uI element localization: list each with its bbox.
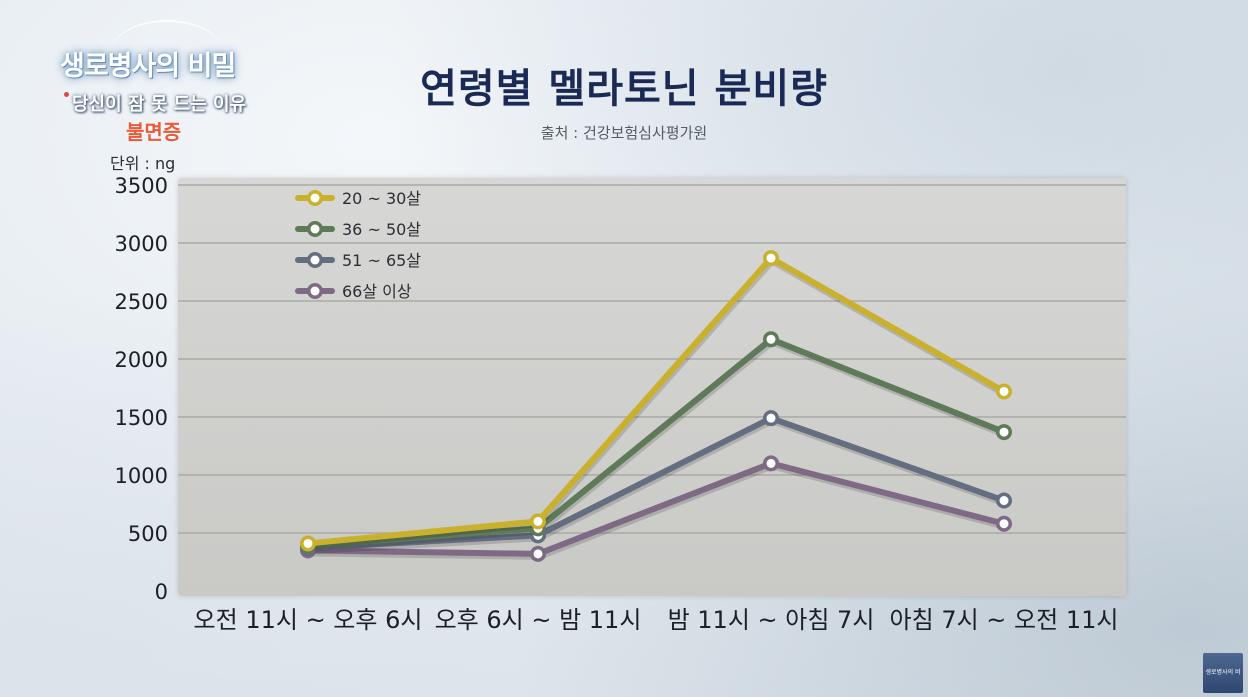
series-shadow <box>308 337 1007 552</box>
y-tick-label: 0 <box>155 580 168 604</box>
data-point-center <box>766 334 776 344</box>
legend-label: 66살 이상 <box>342 282 412 301</box>
data-point-center <box>766 458 776 468</box>
series-line <box>305 255 1007 547</box>
logo-title: 생로병사의 비밀 <box>60 51 236 82</box>
data-point-center <box>999 519 1009 529</box>
y-tick-label: 2500 <box>115 290 168 314</box>
logo-tag: 불면증 <box>126 120 182 144</box>
legend-label: 20 ~ 30살 <box>342 189 421 208</box>
x-tick-label: 밤 11시 ~ 아침 7시 <box>668 606 875 634</box>
x-tick-label: 오전 11시 ~ 오후 6시 <box>194 606 423 634</box>
data-point-center <box>533 516 543 526</box>
legend-swatch-center <box>310 193 320 203</box>
chart-title: 연령별 멜라토닌 분비량 <box>420 66 828 112</box>
data-point-center <box>999 427 1009 437</box>
legend-swatch-center <box>310 255 320 265</box>
legend-swatch-center <box>310 286 320 296</box>
data-point-center <box>533 549 543 559</box>
y-tick-label: 3000 <box>115 232 168 256</box>
plot-area <box>178 178 1126 596</box>
x-tick-label: 아침 7시 ~ 오전 11시 <box>890 606 1119 634</box>
corner-logo: 생로병사의 비밀 <box>1203 653 1243 693</box>
series-line <box>305 336 1007 549</box>
logo-arc <box>112 20 222 82</box>
data-point-center <box>766 253 776 263</box>
y-tick-label: 2000 <box>115 348 168 372</box>
data-point-center <box>766 413 776 423</box>
y-tick-label: 1000 <box>115 464 168 488</box>
logo-subtitle: 당신이 잠 못 드는 이유 <box>63 90 246 116</box>
y-tick-label: 1500 <box>115 406 168 430</box>
program-logo: 생로병사의 비밀 당신이 잠 못 드는 이유 불면증 <box>60 20 260 144</box>
legend-label: 36 ~ 50살 <box>342 220 421 239</box>
series-line <box>305 415 1007 552</box>
chart-source: 출처 : 건강보험심사평가원 <box>540 124 708 142</box>
unit-label: 단위 : ng <box>110 154 176 173</box>
legend-swatch-center <box>310 224 320 234</box>
data-point-center <box>303 538 313 548</box>
series-line <box>305 460 1007 557</box>
data-point-center <box>999 386 1009 396</box>
data-point-center <box>999 496 1009 506</box>
legend-label: 51 ~ 65살 <box>342 251 421 270</box>
y-tick-label: 3500 <box>115 174 168 198</box>
y-tick-label: 500 <box>128 522 168 546</box>
x-tick-label: 오후 6시 ~ 밤 11시 <box>435 606 642 634</box>
